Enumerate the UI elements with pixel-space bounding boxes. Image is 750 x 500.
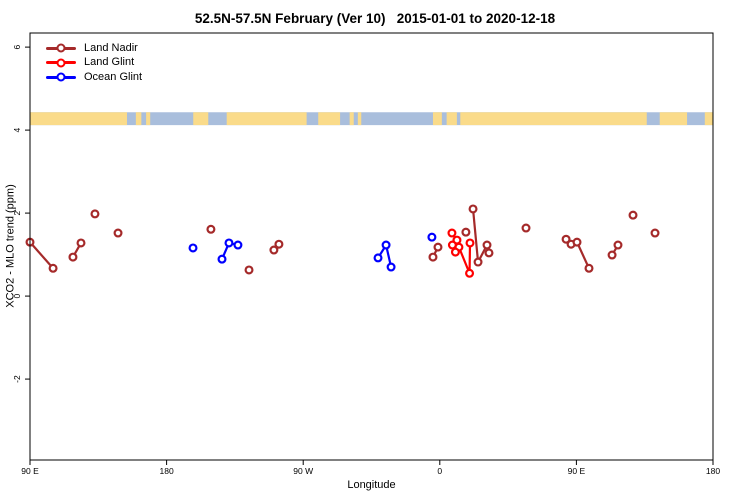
x-axis-title: Longitude [347, 479, 396, 491]
map-strip-land-segment [357, 112, 362, 126]
data-point-land-glint [465, 268, 475, 278]
map-strip-land-segment [704, 112, 713, 126]
y-tick-label: -2 [12, 375, 22, 383]
series-line-land-nadir [29, 241, 54, 270]
legend-item-land-glint: Land Glint [46, 56, 142, 71]
map-strip-land-segment [146, 112, 151, 126]
land-glint-line-marker-icon [46, 58, 76, 68]
series-line-land-nadir [471, 208, 480, 263]
data-point-land-nadir [90, 209, 100, 219]
data-point-ocean-glint [427, 232, 437, 242]
land-nadir-circle-marker-icon [56, 43, 66, 53]
data-point-land-nadir [113, 228, 123, 238]
data-point-land-nadir [68, 252, 78, 262]
chart-title: 52.5N-57.5N February (Ver 10) 2015-01-01… [194, 11, 556, 26]
plot-border [29, 32, 714, 461]
land-nadir-line-marker-icon [46, 43, 76, 53]
data-point-land-nadir [572, 237, 582, 247]
data-point-land-nadir [628, 210, 638, 220]
map-strip-land-segment [446, 112, 457, 126]
y-axis-title: XCO2 - MLO trend (ppm) [4, 184, 17, 308]
ocean-glint-line-marker-icon [46, 72, 76, 82]
series-line-land-glint [457, 246, 471, 274]
map-strip-land-segment [226, 112, 307, 126]
map-strip-land-segment [30, 112, 127, 126]
data-point-land-nadir [433, 242, 443, 252]
data-point-land-nadir [269, 245, 279, 255]
data-point-land-nadir [473, 257, 483, 267]
y-tick-label: 4 [12, 127, 22, 132]
y-tick-label: 6 [12, 44, 22, 49]
x-tick-label: 0 [437, 466, 442, 476]
data-point-land-nadir [607, 250, 617, 260]
data-point-ocean-glint [217, 254, 227, 264]
data-point-land-nadir [76, 238, 86, 248]
data-point-land-glint [450, 247, 460, 257]
map-strip-land-segment [135, 112, 142, 126]
data-point-ocean-glint [386, 262, 396, 272]
legend-label-ocean-glint: Ocean Glint [84, 70, 143, 83]
map-strip-land-segment [432, 112, 442, 126]
x-tick-label: 90 E [568, 466, 586, 476]
data-point-ocean-glint [188, 243, 198, 253]
data-point-land-glint [447, 228, 457, 238]
legend-label-land-glint: Land Glint [84, 56, 135, 69]
data-point-land-nadir [468, 204, 478, 214]
map-strip-land-segment [659, 112, 688, 126]
data-point-land-nadir [428, 252, 438, 262]
map-strip-land-segment [193, 112, 209, 126]
data-point-land-nadir [244, 265, 254, 275]
map-strip-land-segment [318, 112, 341, 126]
series-line-land-nadir [576, 241, 590, 269]
data-point-land-nadir [48, 263, 58, 273]
data-point-land-nadir [561, 234, 571, 244]
x-tick-label: 90 W [293, 466, 313, 476]
legend-label-land-nadir: Land Nadir [84, 41, 138, 54]
x-tick-label: 90 E [21, 466, 39, 476]
ocean-glint-circle-marker-icon [56, 72, 66, 82]
data-point-ocean-glint [373, 253, 383, 263]
data-point-land-nadir [274, 239, 284, 249]
map-strip-land-segment [349, 112, 354, 126]
data-point-ocean-glint [224, 238, 234, 248]
data-point-land-nadir [484, 248, 494, 258]
data-point-land-nadir [461, 227, 471, 237]
data-point-land-nadir [613, 240, 623, 250]
legend: Land Nadir Land Glint Ocean Glint [46, 41, 142, 85]
data-point-land-nadir [650, 228, 660, 238]
data-point-land-glint [465, 238, 475, 248]
data-point-land-nadir [206, 224, 216, 234]
x-tick-label: 180 [160, 466, 174, 476]
legend-item-ocean-glint: Ocean Glint [46, 70, 142, 85]
y-tick-label: 2 [12, 210, 22, 215]
data-point-ocean-glint [233, 240, 243, 250]
map-strip-land-segment [460, 112, 647, 126]
data-point-land-nadir [482, 240, 492, 250]
legend-item-land-nadir: Land Nadir [46, 41, 142, 56]
data-point-land-nadir [584, 263, 594, 273]
y-tick-label: 0 [12, 293, 22, 298]
data-point-ocean-glint [381, 240, 391, 250]
data-point-land-nadir [521, 223, 531, 233]
x-tick-label: 180 [706, 466, 720, 476]
land-glint-circle-marker-icon [56, 58, 66, 68]
